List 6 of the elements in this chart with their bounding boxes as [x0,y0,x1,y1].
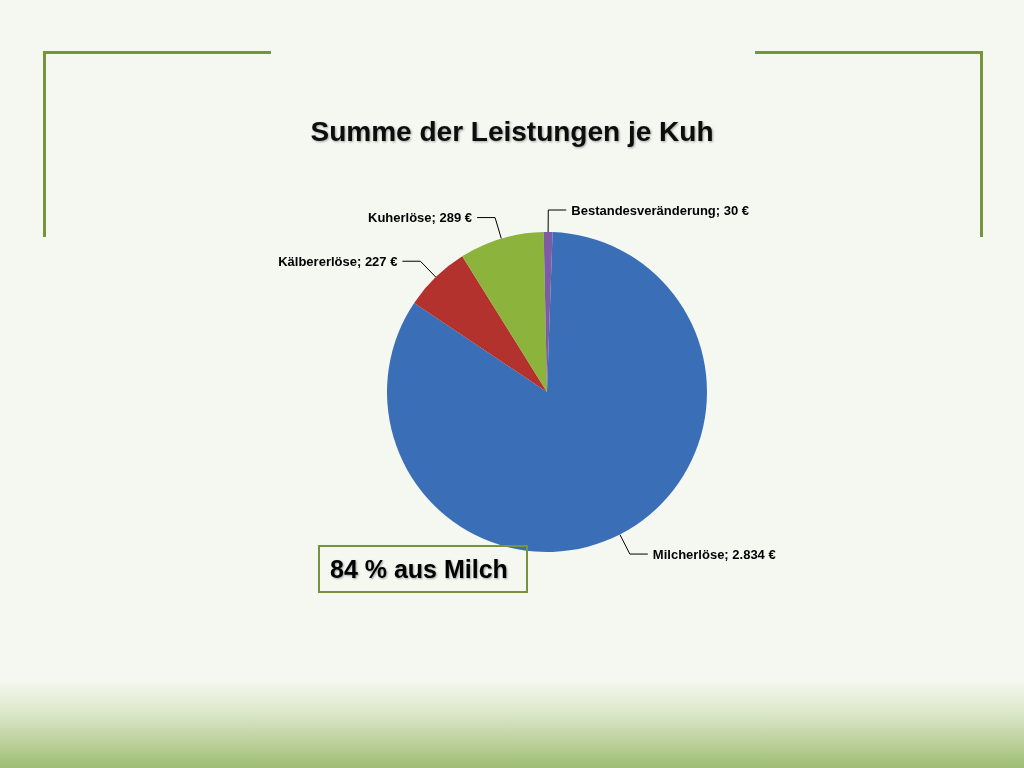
chart-title: Summe der Leistungen je Kuh [310,115,714,147]
text: 84 % aus Milch [318,545,528,593]
slice-label: Bestandesveränderung; 30 € [571,202,750,218]
slice-label: Milcherlöse; 2.834 € [652,546,776,562]
slice-label: Kuherlöse; 289 € [368,210,473,226]
slice-label: Kälbererlöse; 227 € [278,253,398,269]
